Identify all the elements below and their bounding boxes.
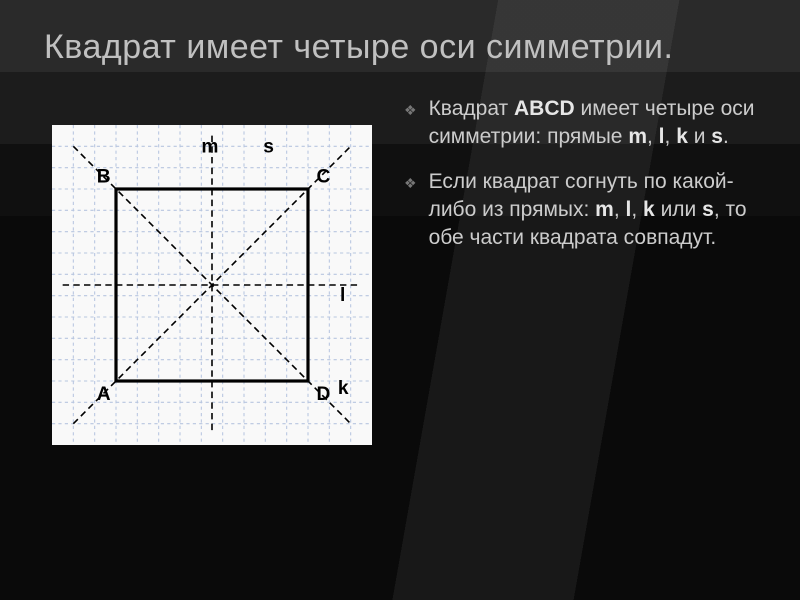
svg-text:B: B	[97, 167, 111, 188]
bold-run: ABCD	[514, 97, 575, 120]
bullet-item: ❖ Квадрат ABCD имеет четыре оси симметри…	[404, 95, 756, 152]
slide-title: Квадрат имеет четыре оси симметрии.	[44, 28, 756, 67]
svg-text:A: A	[97, 384, 111, 405]
bold-run: k	[676, 125, 688, 148]
bullet-marker-icon: ❖	[404, 101, 417, 152]
svg-text:C: C	[317, 167, 331, 188]
svg-text:D: D	[317, 384, 331, 405]
bullet-item: ❖ Если квадрат согнуть по какой-либо из …	[404, 168, 756, 253]
bullet-list: ❖ Квадрат ABCD имеет четыре оси симметри…	[404, 95, 756, 269]
bold-run: s	[711, 125, 723, 148]
bold-run: m	[628, 125, 647, 148]
text-run: ,	[614, 198, 626, 221]
text-run: ,	[631, 198, 643, 221]
bullet-text: Если квадрат согнуть по какой-либо из пр…	[429, 168, 756, 253]
text-run: и	[688, 125, 711, 148]
diagram-svg: m l k s A B C D	[52, 125, 372, 445]
bold-run: s	[702, 198, 714, 221]
text-run: .	[723, 125, 729, 148]
text-run: или	[655, 198, 702, 221]
text-run: ,	[665, 125, 677, 148]
text-run: ,	[647, 125, 659, 148]
bullet-text: Квадрат ABCD имеет четыре оси симметрии:…	[429, 95, 756, 152]
svg-text:s: s	[263, 137, 274, 158]
text-run: Квадрат	[429, 97, 514, 120]
square-symmetry-diagram: m l k s A B C D	[52, 125, 372, 445]
svg-text:k: k	[338, 378, 349, 399]
bold-run: m	[595, 198, 614, 221]
svg-text:l: l	[340, 285, 345, 306]
bullet-marker-icon: ❖	[404, 174, 417, 253]
slide: Квадрат имеет четыре оси симметрии. mlks…	[0, 0, 800, 600]
slide-content: mlksABCD ❖ Квадрат ABCD имеет четыре оси…	[44, 95, 756, 445]
svg-text:m: m	[201, 137, 218, 158]
bold-run: k	[643, 198, 655, 221]
